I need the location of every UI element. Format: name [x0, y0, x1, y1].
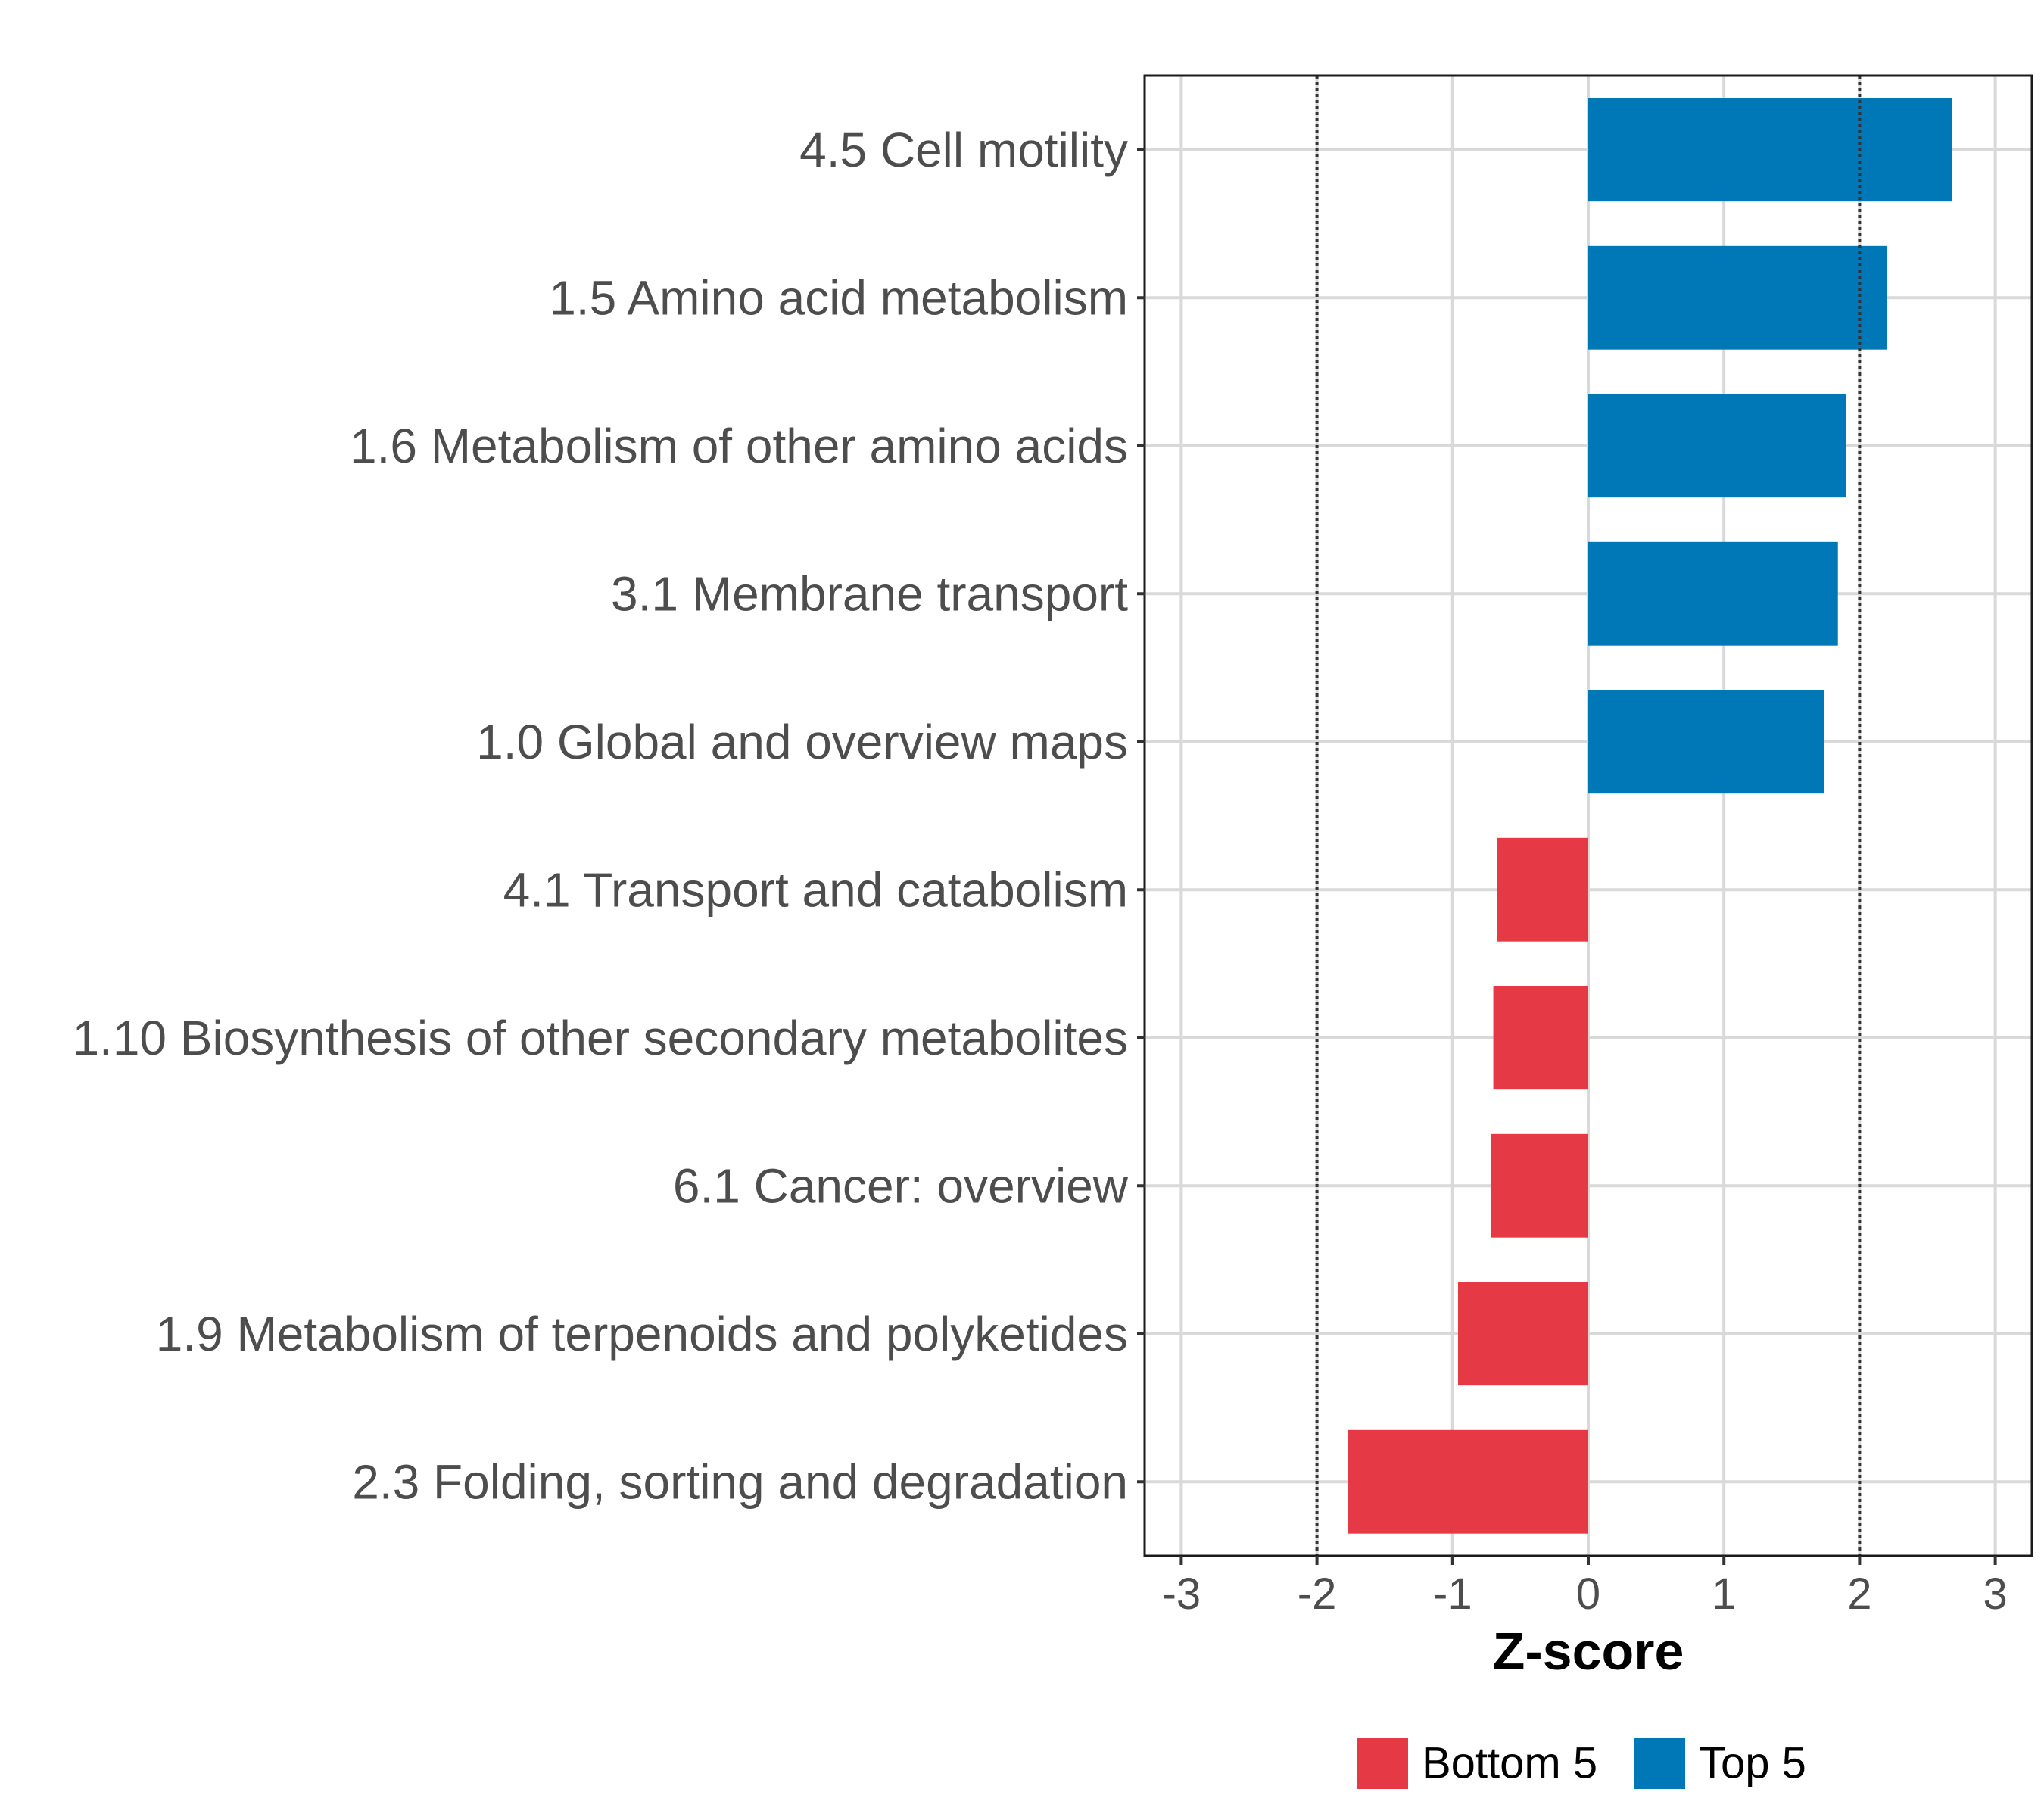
bar [1588, 394, 1846, 498]
x-tick-label: 3 [1983, 1569, 2007, 1619]
legend-key [1357, 1738, 1408, 1789]
bar [1490, 1133, 1588, 1238]
y-tick-label: 1.10 Biosynthesis of other secondary met… [72, 1011, 1128, 1065]
y-tick-label: 4.1 Transport and catabolism [503, 862, 1128, 917]
y-tick-label: 1.0 Global and overview maps [476, 715, 1128, 769]
reference-lines [1315, 76, 1862, 1556]
bar [1588, 541, 1838, 646]
y-tick-label: 4.5 Cell motility [799, 123, 1128, 177]
bar [1493, 986, 1588, 1090]
x-tick-label: 2 [1847, 1569, 1871, 1619]
x-tick-label: 1 [1712, 1569, 1736, 1619]
x-tick-label: -3 [1162, 1569, 1201, 1619]
legend-label: Top 5 [1699, 1739, 1806, 1788]
y-tick-label: 6.1 Cancer: overview [673, 1158, 1129, 1213]
y-axis: 4.5 Cell motility 1.5 Amino acid metaboli… [72, 123, 1145, 1509]
bars [1348, 98, 1952, 1534]
y-tick-label: 1.9 Metabolism of terpenoids and polyket… [156, 1307, 1128, 1361]
legend-label: Bottom 5 [1422, 1739, 1597, 1788]
legend: Bottom 5 Top 5 [1357, 1738, 1806, 1789]
bar [1588, 98, 1952, 202]
y-tick-label: 3.1 Membrane transport [611, 566, 1128, 621]
x-axis: -3 -2 -1 0 1 2 3 [1162, 1556, 2008, 1619]
y-tick-label: 1.5 Amino acid metabolism [549, 270, 1128, 325]
x-tick-label: 0 [1576, 1569, 1600, 1619]
x-tick-label: -1 [1433, 1569, 1472, 1619]
y-tick-label: 2.3 Folding, sorting and degradation [352, 1454, 1128, 1509]
bar [1588, 690, 1824, 794]
bar [1497, 837, 1588, 942]
bar [1588, 245, 1887, 350]
y-tick-label: 1.6 Metabolism of other amino acids [350, 419, 1128, 473]
legend-key [1634, 1738, 1685, 1789]
bar [1348, 1429, 1588, 1534]
x-tick-label: -2 [1298, 1569, 1337, 1619]
bar [1457, 1282, 1588, 1386]
x-axis-title: Z-score [1493, 1622, 1684, 1681]
